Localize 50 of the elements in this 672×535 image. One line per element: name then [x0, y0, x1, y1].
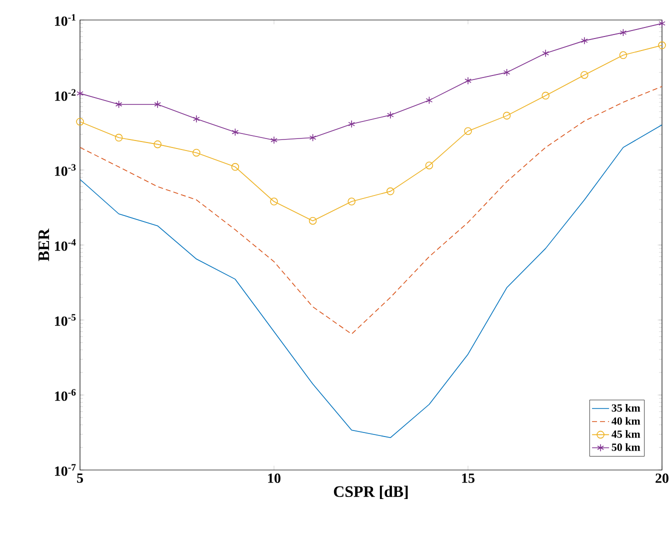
y-axis-title: BER [38, 228, 50, 262]
point [580, 36, 588, 45]
x-tick-label: 15 [462, 474, 474, 483]
point [309, 134, 316, 142]
y-tick-label: 10$^{-6}$ [55, 389, 76, 401]
legend-label: 45 km [612, 430, 640, 438]
point [542, 92, 550, 100]
point [658, 41, 666, 50]
point [270, 198, 278, 206]
point [464, 127, 472, 136]
point [542, 49, 550, 58]
point [308, 216, 317, 225]
point [232, 128, 239, 136]
y-tick-label: 10$^{-4}$ [55, 239, 76, 251]
point [348, 198, 356, 206]
line-series [80, 86, 662, 334]
point [231, 163, 240, 171]
point [502, 112, 511, 120]
point [115, 100, 122, 108]
x-tick-label: 5 [77, 474, 83, 483]
point [192, 148, 200, 157]
x-axis-title: CSPR [dB] [334, 486, 408, 499]
point [348, 120, 356, 128]
point [270, 136, 278, 144]
point [425, 162, 434, 170]
point [154, 100, 162, 108]
y-tick-label: 10$^{-5}$ [55, 314, 76, 326]
point [386, 187, 394, 196]
point [386, 111, 394, 119]
point [192, 115, 200, 123]
point [76, 90, 84, 98]
x-tick-label: 20 [656, 474, 668, 483]
point [426, 96, 433, 104]
point [503, 68, 510, 76]
point [76, 118, 84, 126]
point [658, 20, 666, 28]
y-tick-label: 10$^{-2}$ [55, 89, 76, 101]
point [619, 51, 628, 60]
y-tick-label: 10$^{-7}$ [55, 464, 76, 476]
legend-label: 50 km [612, 443, 640, 451]
y-tick-label: 10$^{-1}$ [55, 14, 76, 26]
legend-label: 35 km [612, 404, 640, 412]
legend-label: 40 km [612, 417, 640, 425]
point [154, 140, 162, 148]
point [580, 71, 588, 79]
point [114, 134, 123, 142]
point [464, 76, 472, 85]
y-tick-label: 10$^{-3}$ [55, 164, 76, 176]
point [620, 28, 627, 36]
x-tick-label: 10 [268, 474, 280, 483]
